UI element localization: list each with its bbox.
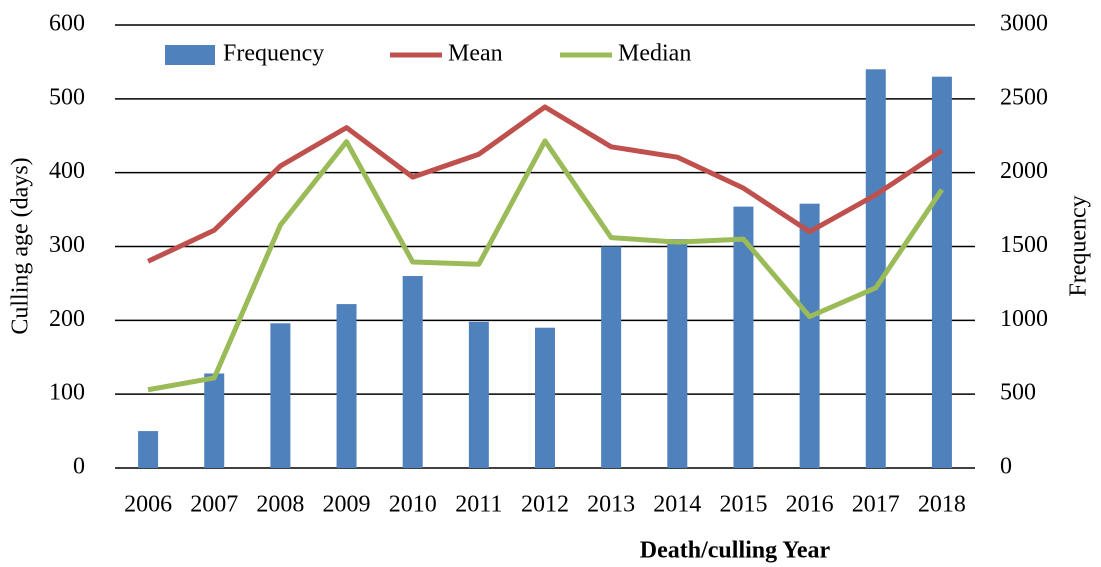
line — [147, 104, 944, 264]
x-tick-label: 2013 — [587, 492, 635, 518]
legend-label: Median — [618, 41, 691, 67]
x-tick-label: 2007 — [190, 492, 238, 518]
x-tick-label: 2018 — [918, 492, 966, 518]
y2-tick-label: 1000 — [1000, 306, 1048, 332]
y2-tick-label: 1500 — [1000, 232, 1048, 258]
x-tick-label: 2015 — [719, 492, 767, 518]
x-tick-label: 2009 — [323, 492, 371, 518]
y-tick-label: 400 — [49, 158, 85, 184]
legend-swatch — [165, 45, 215, 65]
y2-tick-label: 2000 — [1000, 158, 1048, 184]
x-tick-label: 2010 — [389, 492, 437, 518]
bar — [799, 203, 820, 468]
y2-axis-title: Frequency — [1066, 195, 1092, 296]
y-tick-label: 200 — [49, 306, 85, 332]
y-tick-label: 600 — [49, 11, 85, 37]
y2-tick-label: 0 — [1000, 454, 1012, 480]
x-tick-label: 2011 — [455, 492, 502, 518]
legend-label: Mean — [448, 41, 503, 67]
bar — [402, 276, 423, 468]
bar — [270, 323, 291, 468]
bar — [601, 246, 622, 468]
bar — [535, 327, 555, 468]
bar — [336, 304, 357, 468]
x-tick-label: 2006 — [124, 492, 172, 518]
y-axis-title: Culling age (days) — [8, 157, 34, 334]
x-axis-title: Death/culling Year — [640, 538, 831, 564]
x-tick-label: 2012 — [521, 492, 569, 518]
y2-tick-label: 500 — [1000, 380, 1036, 406]
legend-label: Frequency — [223, 41, 324, 67]
line — [147, 138, 944, 393]
x-tick-label: 2016 — [786, 492, 834, 518]
bar — [468, 321, 489, 468]
bar — [138, 431, 159, 468]
y2-tick-label: 2500 — [1000, 84, 1048, 110]
x-tick-label: 2014 — [653, 492, 701, 518]
x-tick-label: 2017 — [852, 492, 900, 518]
y-tick-label: 300 — [49, 232, 85, 258]
x-tick-label: 2008 — [256, 492, 304, 518]
bar — [733, 206, 754, 468]
y-tick-label: 100 — [49, 380, 85, 406]
y-tick-label: 500 — [49, 84, 85, 110]
bar — [865, 69, 886, 469]
bar — [204, 373, 225, 468]
bar — [931, 76, 952, 468]
bar — [667, 239, 688, 468]
y-tick-label: 0 — [73, 454, 85, 480]
y2-tick-label: 3000 — [1000, 11, 1048, 37]
